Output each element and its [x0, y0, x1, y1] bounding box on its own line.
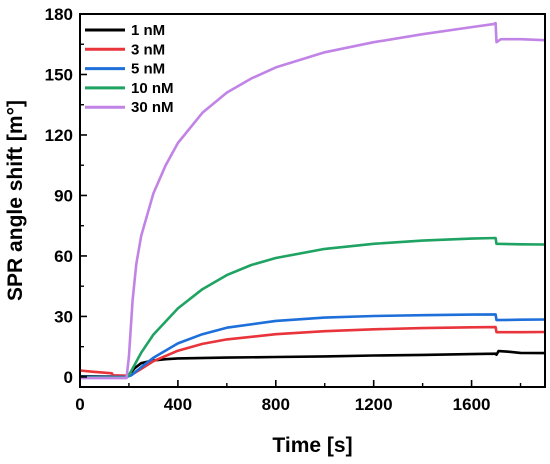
y-tick-label-2: 60: [54, 247, 73, 266]
legend-label-1: 3 nM: [131, 41, 165, 58]
legend: 1 nM 3 nM 5 nM 10 nM 30 nM: [85, 22, 174, 116]
legend-label-4: 30 nM: [131, 99, 174, 116]
x-tick-label-4: 1600: [453, 395, 491, 414]
y-axis-title: SPR angle shift [m°]: [4, 100, 27, 301]
y-tick-label-6: 180: [45, 5, 73, 24]
x-axis-title: Time [s]: [272, 434, 352, 457]
x-tick-label-0: 0: [75, 395, 84, 414]
axis-ticks: 0 400 800 1200 1600 0 30 60 90 120 150 180: [45, 5, 522, 414]
y-tick-label-3: 90: [54, 186, 73, 205]
x-tick-label-2: 800: [262, 395, 290, 414]
series-line-1: [80, 325, 545, 377]
x-tick-label-3: 1200: [355, 395, 393, 414]
plot-frame: [79, 13, 546, 388]
x-tick-label-1: 400: [164, 395, 192, 414]
chart-marks: [80, 21, 545, 380]
y-tick-label-1: 30: [54, 307, 73, 326]
y-tick-label-0: 0: [64, 368, 73, 387]
series-line-4: [80, 21, 545, 380]
series-line-3: [80, 236, 545, 379]
series-line-2: [80, 313, 545, 379]
y-tick-label-4: 120: [45, 126, 73, 145]
series-group: [80, 21, 545, 380]
legend-label-2: 5 nM: [131, 61, 165, 78]
legend-label-0: 1 nM: [131, 22, 165, 39]
y-tick-label-5: 150: [45, 65, 73, 84]
legend-label-3: 10 nM: [131, 80, 174, 97]
